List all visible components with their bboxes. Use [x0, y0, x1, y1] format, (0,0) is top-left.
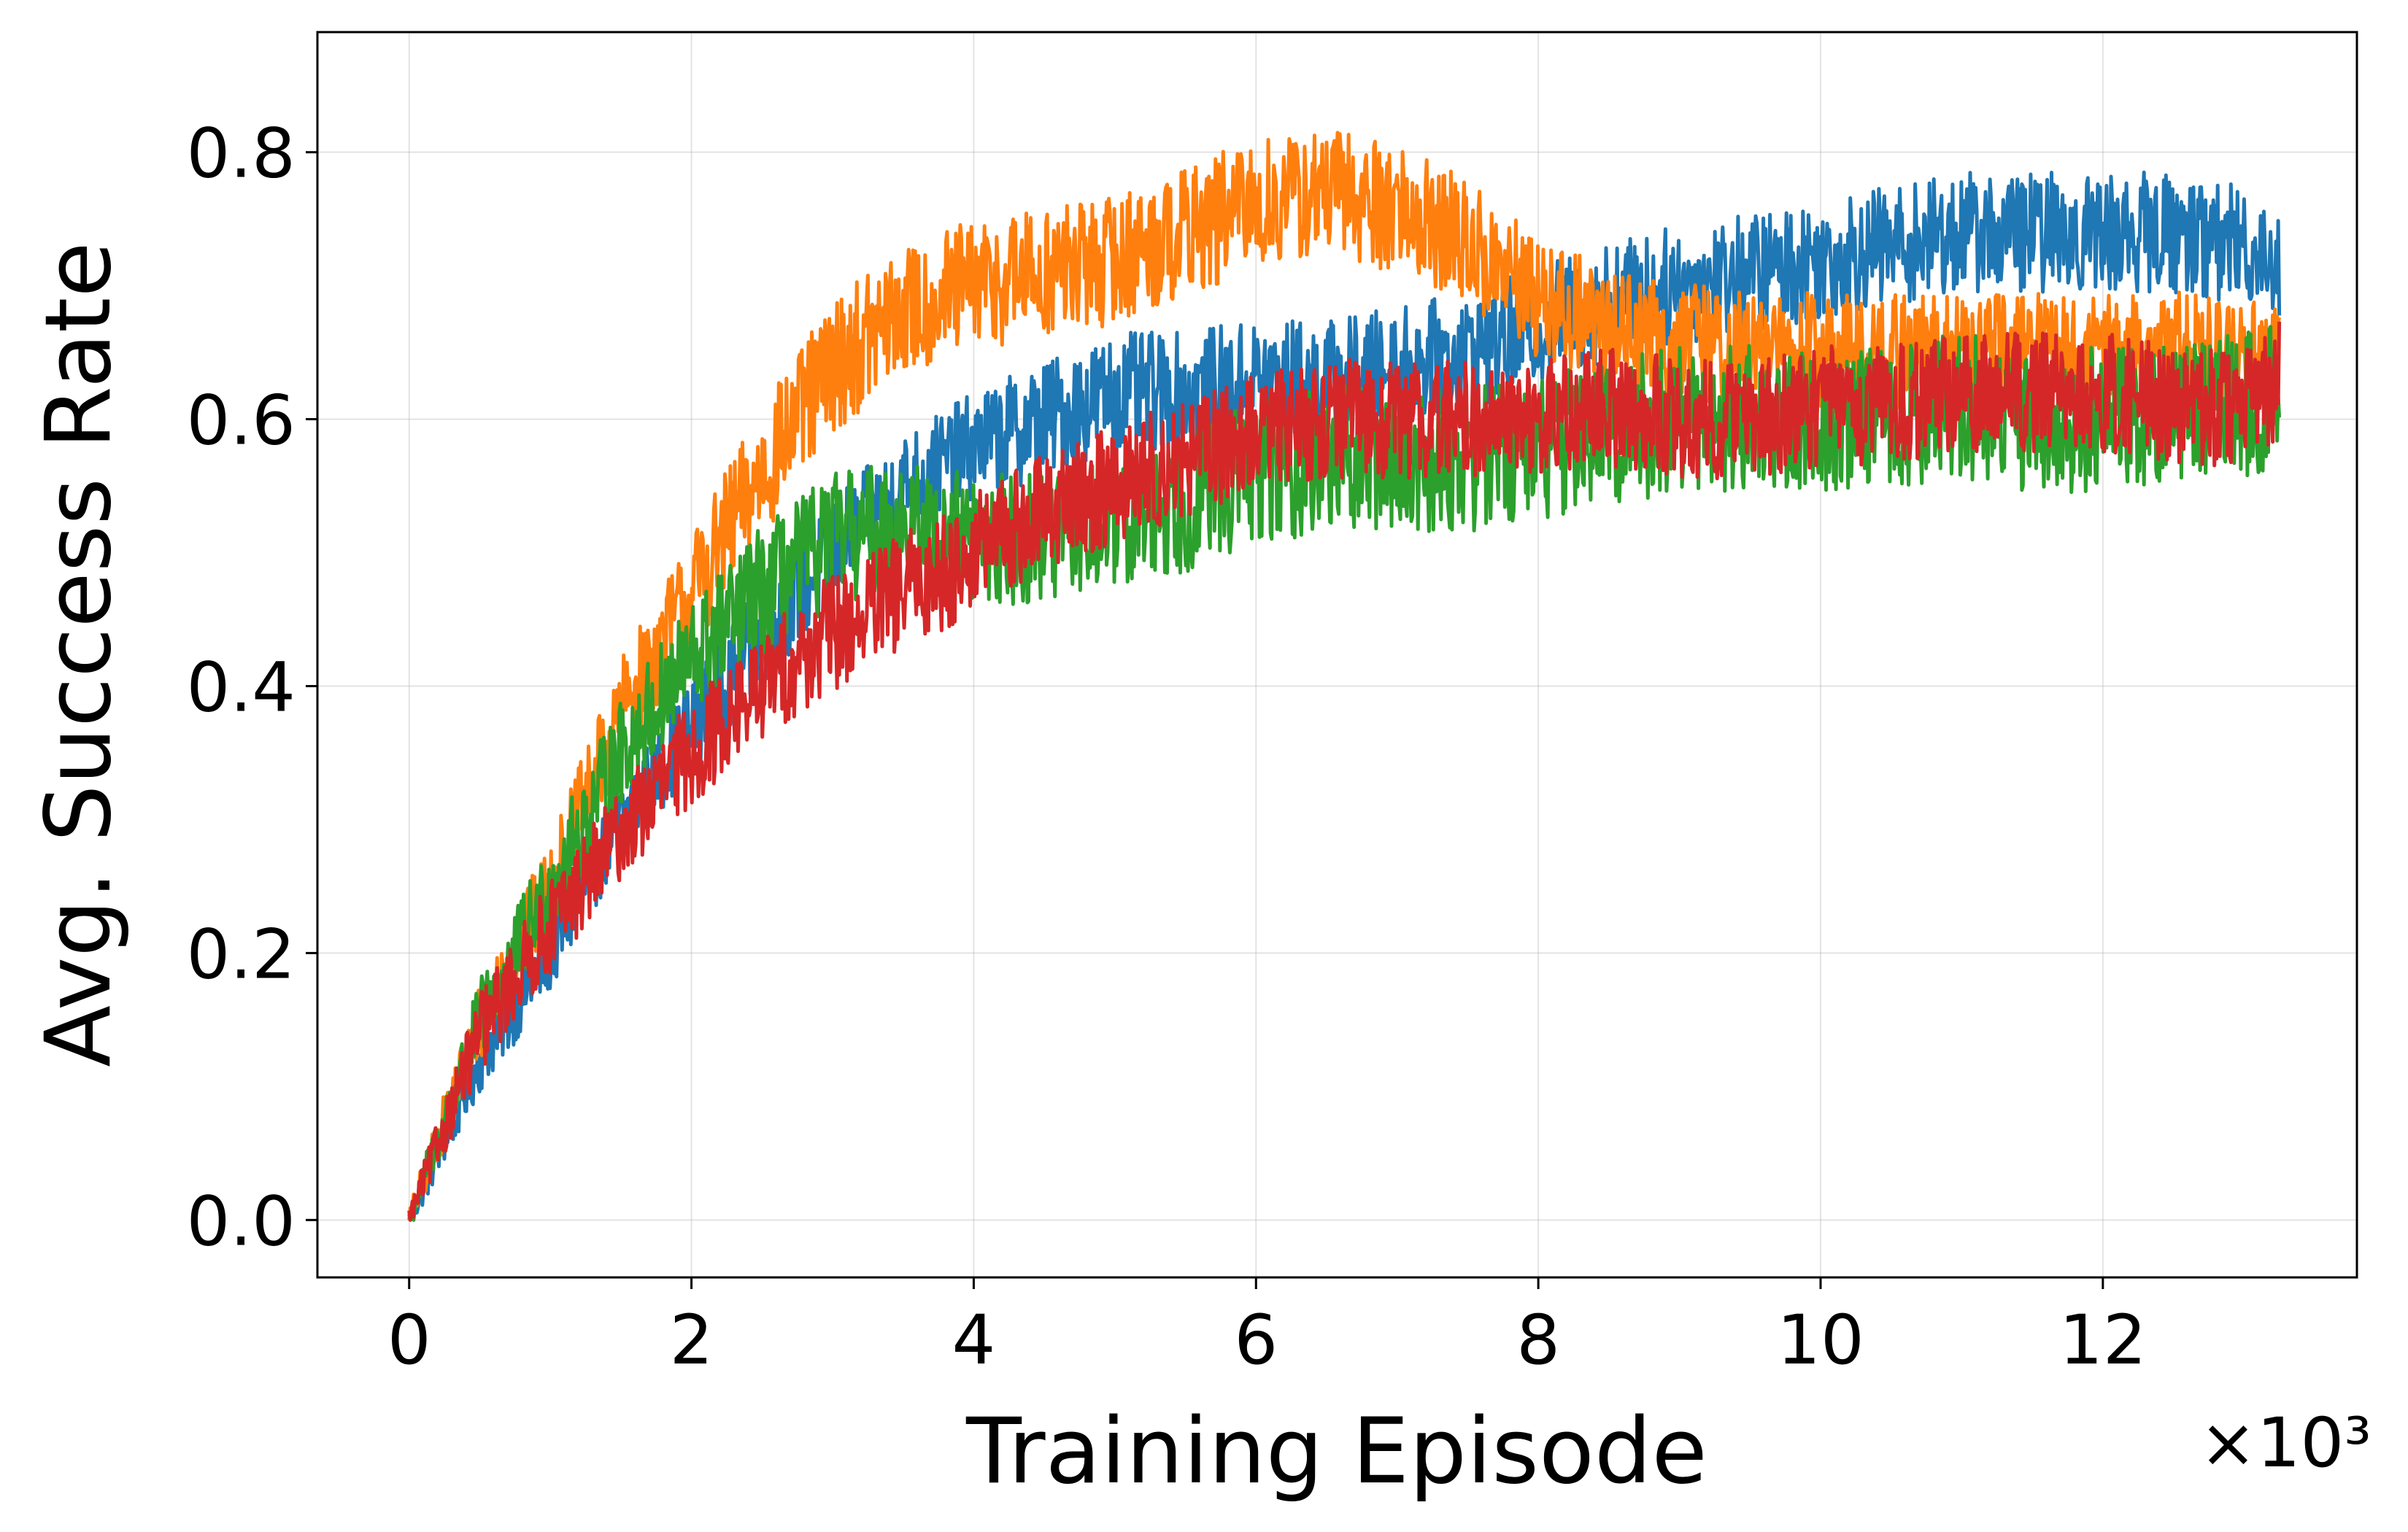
y-tick-label: 0.4	[187, 648, 296, 727]
x-tick-label: 12	[2059, 1301, 2147, 1380]
axis-ticks: 0 2 4 6 8 10 12 0.0 0.2 0.4 0.6 0.8	[187, 115, 2147, 1380]
y-tick-label: 0.2	[187, 915, 296, 994]
series-line-4	[407, 321, 2282, 1222]
plot-frame	[316, 31, 2358, 1279]
x-tick-label: 2	[670, 1301, 714, 1380]
y-tick-label: 0.6	[187, 382, 296, 461]
x-axis-label: Training Episode	[965, 1399, 1707, 1504]
y-axis-label: Avg. Success Rate	[26, 241, 131, 1067]
y-tick-label: 0.0	[187, 1182, 296, 1261]
x-axis-offset-label: ×10³	[2199, 1404, 2372, 1483]
x-tick-label: 0	[387, 1301, 431, 1380]
x-tick-label: 6	[1234, 1301, 1278, 1380]
x-tick-label: 10	[1777, 1301, 1864, 1380]
x-tick-label: 4	[952, 1301, 996, 1380]
y-tick-label: 0.8	[187, 115, 296, 194]
series-group	[407, 131, 2282, 1222]
x-tick-label: 8	[1516, 1301, 1560, 1380]
series-line-2	[407, 131, 2282, 1220]
